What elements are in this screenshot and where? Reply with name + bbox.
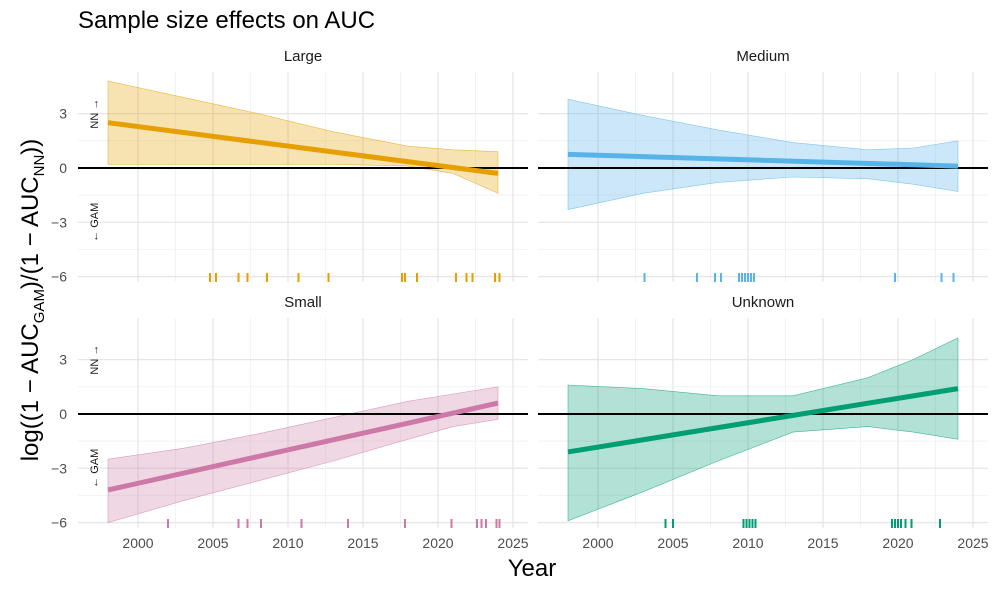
trend-line-large bbox=[107, 120, 499, 176]
y-tick-label-3: 3 bbox=[59, 106, 67, 122]
y-tick-label--6: −6 bbox=[51, 515, 67, 531]
x-tick-label-2015: 2015 bbox=[347, 535, 378, 551]
y-tick-label-3: 3 bbox=[59, 352, 67, 368]
panel-medium: Medium bbox=[538, 48, 988, 282]
y-tick-label--3: −3 bbox=[51, 460, 67, 476]
y-tick-label--3: −3 bbox=[51, 214, 67, 230]
y-axis-title-mid: )/(1 − AUC bbox=[17, 176, 44, 289]
y-tick-label-0: 0 bbox=[59, 406, 67, 422]
panel-unknown: Unknown 2000 2005 2010 2015 2020 2025 bbox=[538, 294, 989, 551]
y-tick-label--6: −6 bbox=[51, 269, 67, 285]
trend-line-medium bbox=[567, 151, 959, 169]
panel-small: Small −6 −3 0 3 NN → ← GAM 2000 2005 2010 2015 2020… bbox=[51, 294, 529, 551]
confidence-band-large bbox=[107, 80, 499, 194]
x-tick-label-2020: 2020 bbox=[422, 535, 453, 551]
y-axis-title-sub-gam: GAM bbox=[31, 289, 48, 323]
strip-label-large: Large bbox=[284, 48, 322, 65]
x-tick-label-2020: 2020 bbox=[882, 535, 913, 551]
y-axis-title-suffix: )) bbox=[17, 139, 44, 155]
x-axis-title: Year bbox=[508, 555, 557, 582]
confidence-band-medium bbox=[567, 98, 959, 210]
x-tick-label-2010: 2010 bbox=[732, 535, 763, 551]
annotation-nn-up: NN → bbox=[89, 345, 101, 375]
annotation-gam-down: ← GAM bbox=[89, 203, 101, 242]
annotation-nn-up: NN → bbox=[89, 99, 101, 129]
confidence-band-small bbox=[107, 386, 499, 523]
strip-label-small: Small bbox=[284, 294, 322, 311]
facet-panels: Large −6 −3 0 3 NN → ← GAM Medium Small −6 −3 0 3 NN … bbox=[51, 48, 989, 551]
y-axis-title-prefix: log((1 − AUC bbox=[17, 323, 44, 461]
panel-large: Large −6 −3 0 3 NN → ← GAM bbox=[51, 48, 528, 285]
x-tick-label-2000: 2000 bbox=[122, 535, 153, 551]
strip-label-unknown: Unknown bbox=[732, 294, 795, 311]
y-tick-label-0: 0 bbox=[59, 160, 67, 176]
x-tick-label-2000: 2000 bbox=[582, 535, 613, 551]
x-tick-label-2015: 2015 bbox=[807, 535, 838, 551]
x-tick-label-2005: 2005 bbox=[657, 535, 688, 551]
y-axis-title-sub-nn: NN bbox=[31, 155, 48, 177]
x-tick-label-2005: 2005 bbox=[197, 535, 228, 551]
y-axis-title: log((1 − AUCGAM)/(1 − AUCNN)) bbox=[17, 139, 48, 462]
trend-line-small bbox=[107, 400, 499, 493]
chart-title: Sample size effects on AUC bbox=[78, 7, 375, 34]
strip-label-medium: Medium bbox=[736, 48, 789, 65]
x-tick-label-2025: 2025 bbox=[497, 535, 528, 551]
x-tick-label-2025: 2025 bbox=[957, 535, 988, 551]
confidence-band-unknown bbox=[567, 337, 959, 522]
x-tick-label-2010: 2010 bbox=[272, 535, 303, 551]
annotation-gam-down: ← GAM bbox=[89, 449, 101, 488]
trend-line-unknown bbox=[567, 386, 959, 455]
